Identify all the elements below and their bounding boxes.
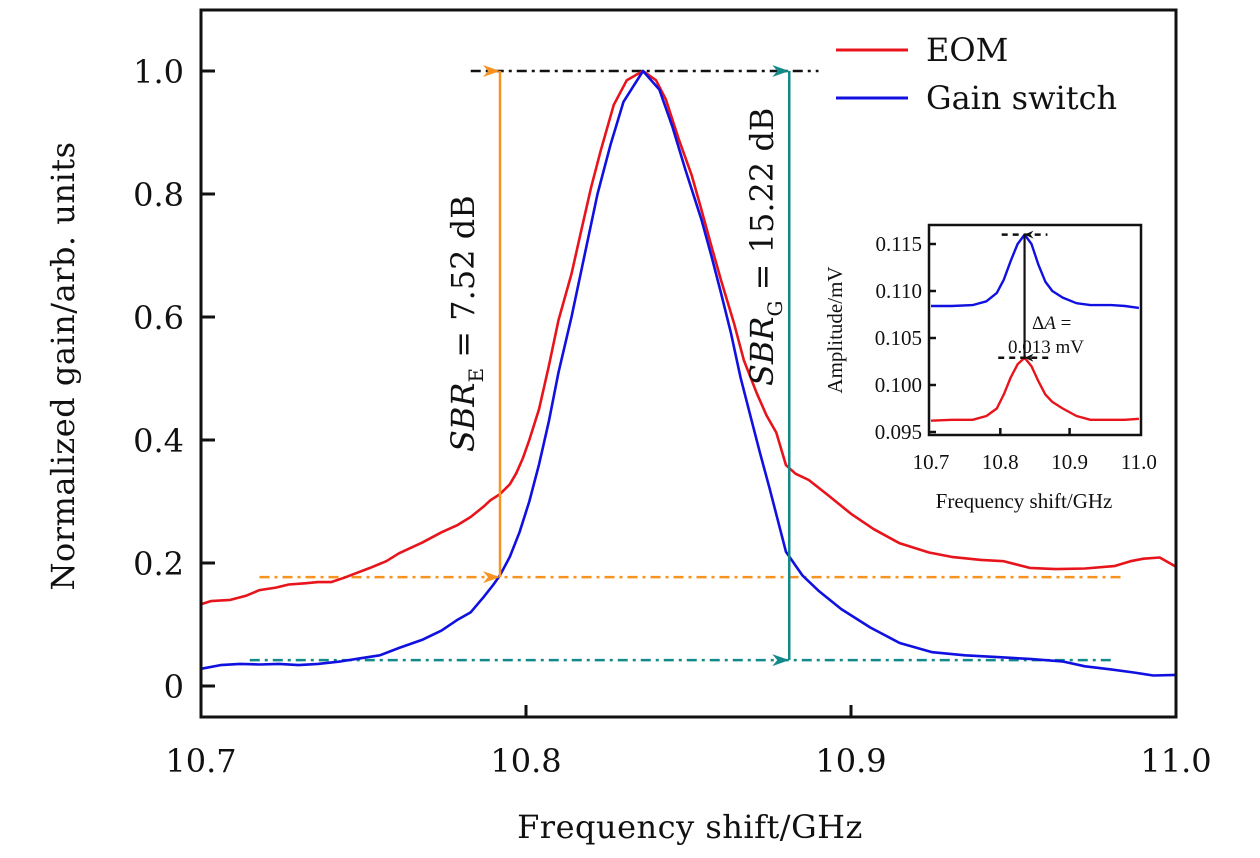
inset-x-tick-label: 10.8 — [982, 450, 1019, 474]
series-gain-switch — [199, 69, 1178, 677]
arrows — [483, 65, 791, 667]
plot-frame — [199, 8, 1178, 719]
inset-delta-label: ΔA = — [1032, 313, 1071, 334]
sbr-e-subscript: E — [464, 368, 488, 383]
x-axis-title: Frequency shift/GHz — [517, 808, 863, 846]
y-tick-label: 0.4 — [133, 422, 184, 460]
y-tick-label: 0.6 — [133, 299, 184, 337]
y-tick-label: 0 — [164, 668, 184, 706]
legend: EOM Gain switch — [836, 31, 1117, 117]
x-tick-label: 10.7 — [165, 742, 236, 780]
x-tick-label: 10.9 — [815, 742, 886, 780]
y-tick-label: 1.0 — [133, 53, 184, 91]
inset-series-eom — [930, 356, 1139, 422]
sbr-g-subscript: G — [763, 300, 787, 316]
inset-y-tick-label: 0.095 — [875, 420, 922, 444]
inset-y-tick-label: 0.105 — [875, 326, 922, 350]
inset-chart: 10.7 10.8 10.9 11.0 0.095 0.100 0.105 0.110 0.11… — [823, 223, 1157, 513]
y-axis-title: Normalized gain/arb. units — [44, 141, 82, 590]
inset-delta-symbol: Δ — [1032, 313, 1044, 334]
sbr-e-label: SBRE = 7.52 dB — [444, 195, 488, 452]
legend-label-gain-switch: Gain switch — [926, 79, 1117, 117]
x-tick-label: 11.0 — [1140, 742, 1211, 780]
inset-x-axis-title: Frequency shift/GHz — [936, 489, 1113, 513]
x-tick-label: 10.8 — [490, 742, 561, 780]
inset-x-tick-label: 11.0 — [1121, 450, 1157, 474]
sbr-e-value: = 7.52 dB — [444, 195, 482, 368]
inset-axes: 10.7 10.8 10.9 11.0 0.095 0.100 0.105 0.110 0.11… — [875, 223, 1157, 474]
y-tick-label: 0.2 — [133, 545, 184, 583]
inset-frame — [927, 223, 1143, 437]
inset-y-tick-label: 0.100 — [875, 373, 922, 397]
inset-series-gain-switch — [931, 233, 1140, 310]
reference-lines — [249, 69, 1124, 662]
inset-x-tick-label: 10.9 — [1051, 450, 1088, 474]
sbr-e-base: SBR — [444, 382, 482, 452]
inset-reference-lines — [998, 230, 1051, 362]
axes: 10.7 10.8 10.9 11.0 0 0.2 0.4 0.6 0.8 1.0 — [133, 8, 1212, 780]
series-eom — [199, 69, 1178, 606]
y-tick-label: 0.8 — [133, 176, 184, 214]
inset-delta-var: A — [1042, 313, 1056, 334]
sbr-g-base: SBR — [743, 316, 781, 386]
sbr-g-value: = 15.22 dB — [743, 108, 781, 301]
sbr-g-label: SBRG = 15.22 dB — [743, 108, 787, 386]
inset-x-tick-label: 10.7 — [913, 450, 950, 474]
inset-delta-eq: = — [1056, 313, 1071, 334]
inset-y-tick-label: 0.115 — [876, 232, 922, 256]
legend-label-eom: EOM — [926, 31, 1008, 69]
inset-y-axis-title: Amplitude/mV — [823, 266, 847, 393]
inset-y-tick-label: 0.110 — [876, 279, 922, 303]
inset-delta-value: 0.013 mV — [1008, 337, 1084, 358]
series-lines — [199, 69, 1178, 677]
